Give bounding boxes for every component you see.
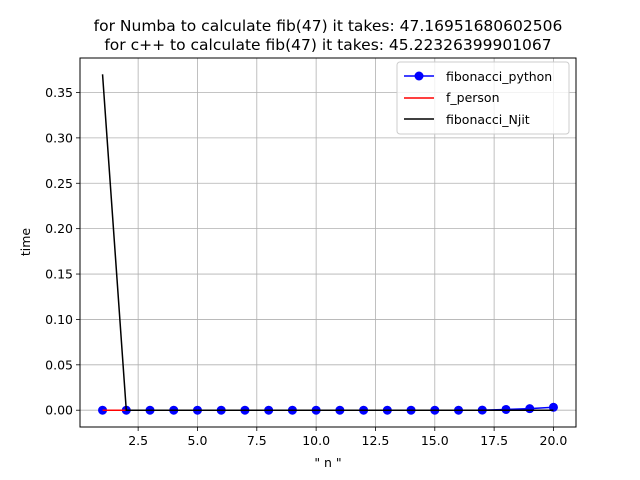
legend: fibonacci_python f_person fibonacci_Njit <box>396 61 570 135</box>
y-tick-label: 0.25 <box>45 176 73 191</box>
x-tick-label: 10.0 <box>302 433 330 448</box>
y-axis-label: time <box>18 228 33 257</box>
x-tick-label: 17.5 <box>480 433 508 448</box>
chart-title-line-2: for c++ to calculate fib(47) it takes: 4… <box>104 36 551 54</box>
plot-frame <box>79 57 577 428</box>
legend-label-f-person: f_person <box>446 90 500 105</box>
y-tick-label: 0.00 <box>45 403 73 418</box>
legend-label-fibonacci-njit: fibonacci_Njit <box>446 112 530 127</box>
y-tick-label: 0.15 <box>45 267 73 282</box>
legend-box <box>396 61 570 135</box>
series-line-fibonacci-njit <box>101 74 554 411</box>
chart-title-line-1: for Numba to calculate fib(47) it takes:… <box>94 17 563 35</box>
x-tick-label: 5.0 <box>188 433 208 448</box>
y-tick-label: 0.05 <box>45 357 73 372</box>
y-tick-label: 0.30 <box>45 130 73 145</box>
legend-marker-fibonacci-python <box>414 71 424 81</box>
legend-label-fibonacci-python: fibonacci_python <box>446 69 552 84</box>
y-tick-label: 0.35 <box>45 85 73 100</box>
tick-layer: 2.5 5.0 7.5 10.0 12.5 15.0 17.5 20.0 0.00 0.05 0.1… <box>45 85 567 448</box>
y-tick-label: 0.20 <box>45 221 73 236</box>
data-point-fibonacci-python <box>525 404 535 414</box>
x-tick-label: 12.5 <box>362 433 390 448</box>
x-tick-label: 20.0 <box>540 433 568 448</box>
series-layer <box>98 74 558 415</box>
x-tick-label: 15.0 <box>421 433 449 448</box>
x-tick-label: 2.5 <box>128 433 148 448</box>
y-tick-label: 0.10 <box>45 312 73 327</box>
x-axis-label: " n " <box>314 455 341 470</box>
x-tick-label: 7.5 <box>247 433 267 448</box>
